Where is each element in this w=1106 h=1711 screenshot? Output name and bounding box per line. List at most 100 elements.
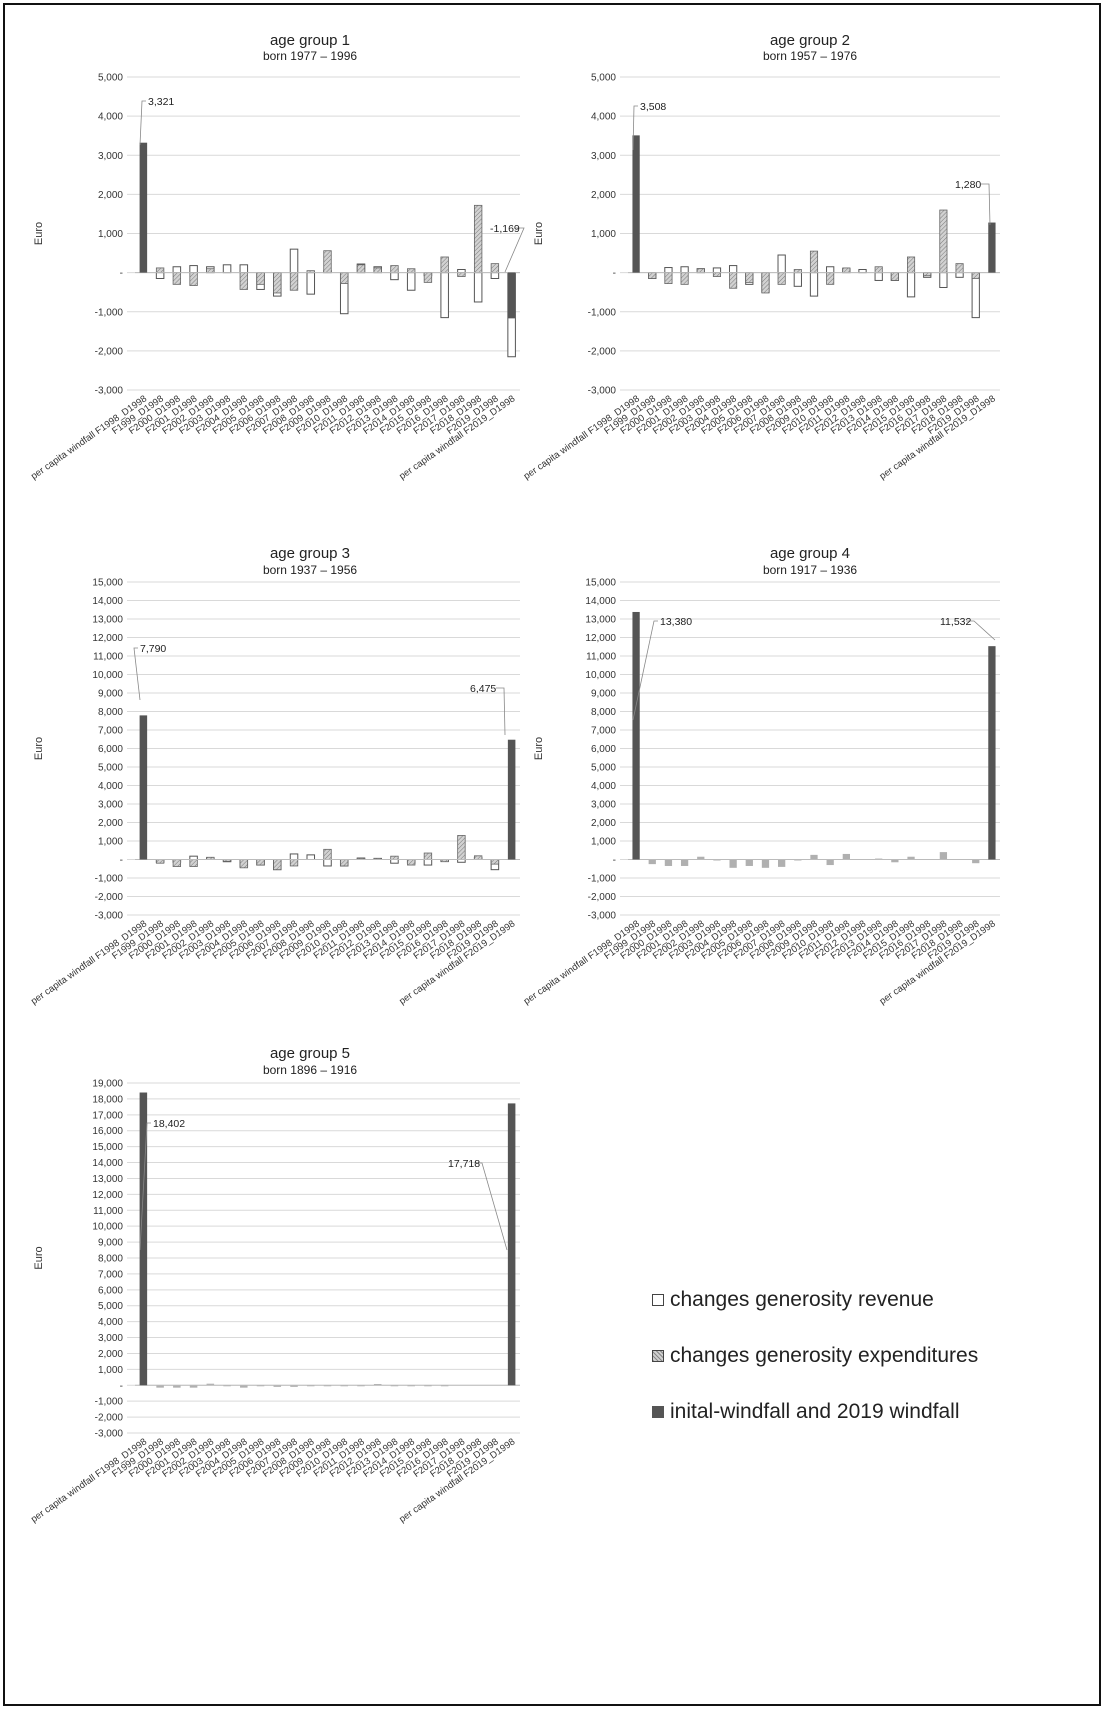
expenditure-change-bar — [155, 859, 165, 864]
y-tick-label: 15,000 — [92, 1142, 123, 1153]
y-tick-label: - — [613, 855, 616, 866]
expenditure-change-bar — [407, 268, 416, 274]
expenditure-change-bar — [826, 272, 835, 285]
expenditure-change-bar — [490, 263, 500, 274]
windfall-bar — [507, 1103, 516, 1386]
revenue-change-bar — [239, 264, 249, 274]
revenue-change-bar — [390, 272, 399, 281]
expenditure-change-bar — [289, 272, 299, 291]
chart-title: age group 1 — [270, 32, 350, 49]
y-tick-label: -1,000 — [95, 307, 124, 318]
expenditure-change-bar — [648, 859, 656, 865]
y-tick-label: 5,000 — [591, 73, 616, 84]
expenditure-change-bar — [273, 272, 282, 294]
y-tick-label: 14,000 — [585, 596, 616, 607]
chart-subtitle: born 1937 – 1956 — [263, 563, 357, 577]
y-tick-label: 10,000 — [92, 1222, 123, 1233]
revenue-change-bar — [777, 254, 786, 274]
expenditure-change-bar — [189, 1385, 198, 1388]
chart-title: age group 3 — [270, 545, 350, 562]
expenditure-change-bar — [273, 859, 282, 871]
legend-label-revenue: changes generosity revenue — [670, 1288, 934, 1311]
x-tick-label: per capita windfall F1998_D1998 — [29, 918, 149, 1007]
revenue-change-bar — [809, 272, 819, 297]
legend-item-expenditures: changes generosity expenditures — [652, 1344, 978, 1367]
expenditure-change-bar — [971, 272, 980, 279]
y-tick-label: 3,000 — [591, 800, 616, 811]
y-tick-label: 13,000 — [92, 1174, 123, 1185]
expenditure-change-bar — [155, 267, 165, 274]
expenditure-change-bar — [289, 859, 299, 867]
expenditure-change-bar — [206, 268, 215, 274]
legend-item-revenue: changes generosity revenue — [652, 1288, 978, 1311]
y-tick-label: 6,000 — [98, 744, 123, 755]
y-tick-label: 16,000 — [92, 1126, 123, 1137]
expenditure-change-bar — [423, 272, 433, 283]
legend-item-windfall: inital-windfall and 2019 windfall — [652, 1400, 978, 1423]
expenditure-change-bar — [842, 267, 851, 274]
y-tick-label: 1,000 — [591, 229, 616, 240]
expenditure-change-bar — [323, 250, 332, 274]
expenditure-change-bar — [290, 1385, 298, 1387]
y-tick-label: 9,000 — [591, 689, 616, 700]
data-label-leader — [632, 620, 658, 721]
y-tick-label: 9,000 — [98, 1238, 123, 1249]
revenue-change-bar — [189, 265, 198, 274]
y-tick-label: 5,000 — [98, 1301, 123, 1312]
y-tick-label: 19,000 — [92, 1079, 123, 1090]
y-tick-label: 15,000 — [585, 578, 616, 589]
revenue-change-bar — [289, 248, 299, 274]
revenue-change-bar — [793, 272, 802, 287]
y-tick-label: 2,000 — [98, 818, 123, 829]
windfall-data-label: 1,280 — [955, 179, 981, 191]
x-tick-label: per capita windfall F1998_D1998 — [29, 1436, 149, 1525]
figure-frame — [3, 3, 1101, 1706]
expenditure-change-bar — [712, 272, 721, 277]
y-tick-label: 4,000 — [98, 781, 123, 792]
windfall-data-label: 17,718 — [448, 1158, 480, 1170]
expenditure-change-bar — [356, 264, 366, 274]
revenue-change-bar — [390, 859, 399, 864]
revenue-change-bar — [440, 272, 449, 319]
y-tick-label: 5,000 — [591, 763, 616, 774]
y-tick-label: 4,000 — [591, 781, 616, 792]
data-label-leader — [632, 105, 638, 151]
expenditure-change-bar — [729, 859, 737, 868]
y-tick-label: 11,000 — [93, 1206, 123, 1217]
expenditure-change-bar — [648, 272, 657, 279]
y-tick-label: 12,000 — [92, 1190, 123, 1201]
windfall-bar — [632, 611, 640, 860]
expenditure-change-bar — [373, 267, 382, 274]
y-tick-label: 2,000 — [98, 190, 123, 201]
y-tick-label: -2,000 — [95, 892, 124, 903]
y-tick-label: -2,000 — [588, 892, 617, 903]
y-tick-label: - — [120, 268, 123, 279]
expenditure-change-bar — [874, 266, 883, 274]
chart-subtitle: born 1977 – 1996 — [263, 49, 357, 63]
expenditure-change-bar — [473, 855, 483, 860]
expenditure-change-bar — [842, 853, 850, 860]
y-tick-label: -2,000 — [588, 346, 617, 357]
data-label-leader — [139, 1122, 151, 1251]
expenditure-change-bar — [473, 204, 483, 274]
y-tick-label: 17,000 — [92, 1110, 123, 1121]
revenue-change-bar — [172, 266, 182, 274]
revenue-change-bar — [423, 859, 433, 866]
y-tick-label: 11,000 — [93, 652, 123, 663]
expenditure-change-bar — [745, 272, 754, 283]
revenue-change-bar — [712, 267, 722, 274]
expenditure-change-bar — [206, 1383, 215, 1386]
expenditure-change-bar — [256, 859, 265, 866]
y-tick-label: 3,000 — [591, 151, 616, 162]
expenditure-change-bar — [239, 859, 248, 869]
y-axis-label: Euro — [33, 737, 45, 760]
y-axis-label: Euro — [533, 222, 545, 245]
legend-label-windfall: inital-windfall and 2019 windfall — [670, 1400, 960, 1423]
y-tick-label: 18,000 — [92, 1094, 123, 1105]
revenue-change-bar — [971, 272, 980, 319]
y-tick-label: 4,000 — [591, 112, 616, 123]
data-label-leader — [133, 647, 141, 701]
revenue-change-bar — [955, 272, 964, 278]
expenditure-change-bar — [680, 859, 689, 866]
expenditure-change-bar — [390, 265, 399, 274]
